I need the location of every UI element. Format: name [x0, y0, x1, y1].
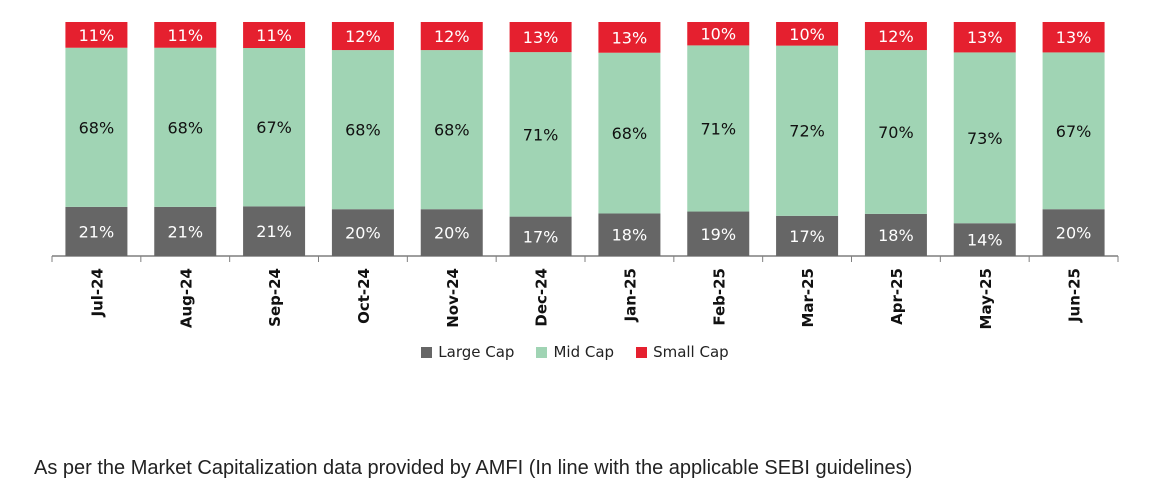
data-label-large-cap-sep-24: 21%	[256, 222, 292, 241]
data-label-mid-cap-apr-25: 70%	[878, 123, 914, 142]
data-label-small-cap-aug-24: 11%	[167, 26, 203, 45]
x-tick-label-nov-24: Nov-24	[444, 268, 462, 328]
data-label-small-cap-apr-25: 12%	[878, 27, 914, 46]
bar-mid-cap-jul-24	[65, 47, 128, 207]
bar-large-cap-nov-24	[420, 209, 483, 256]
legend-item-small-cap: Small Cap	[636, 343, 729, 361]
x-tick-label-apr-25: Apr-25	[888, 268, 906, 325]
legend-label-large-cap: Large Cap	[438, 343, 515, 361]
data-label-mid-cap-jul-24: 68%	[79, 118, 115, 137]
data-label-mid-cap-may-25: 73%	[967, 129, 1003, 148]
bar-small-cap-sep-24	[243, 22, 306, 48]
x-tick-label-may-25: May-25	[977, 268, 995, 329]
legend-swatch-large-cap	[421, 346, 433, 358]
bar-mid-cap-sep-24	[243, 48, 306, 207]
data-label-large-cap-mar-25: 17%	[789, 227, 825, 246]
bar-mid-cap-mar-25	[776, 45, 839, 216]
data-label-small-cap-may-25: 13%	[967, 28, 1003, 47]
x-tick-label-jul-24: Jul-24	[88, 268, 106, 318]
data-label-large-cap-dec-24: 17%	[523, 227, 559, 246]
data-label-large-cap-may-25: 14%	[967, 231, 1003, 250]
data-label-small-cap-feb-25: 10%	[700, 25, 736, 44]
bar-mid-cap-apr-25	[864, 50, 927, 214]
legend-swatch-small-cap	[636, 346, 648, 358]
data-label-mid-cap-oct-24: 68%	[345, 121, 381, 140]
bar-small-cap-aug-24	[154, 22, 217, 48]
bar-large-cap-aug-24	[154, 206, 217, 256]
data-label-small-cap-jan-25: 13%	[612, 28, 648, 47]
bar-small-cap-may-25	[953, 22, 1016, 53]
bar-small-cap-dec-24	[509, 22, 572, 53]
data-label-mid-cap-aug-24: 68%	[167, 118, 203, 137]
bar-large-cap-dec-24	[509, 216, 572, 256]
bar-small-cap-jun-25	[1042, 22, 1105, 53]
bar-large-cap-jun-25	[1042, 209, 1105, 256]
x-tick-label-jan-25: Jan-25	[621, 268, 639, 322]
x-tick-label-dec-24: Dec-24	[533, 268, 551, 327]
bar-large-cap-oct-24	[331, 209, 394, 256]
footnote: As per the Market Capitalization data pr…	[34, 457, 913, 479]
data-label-mid-cap-jan-25: 68%	[612, 124, 648, 143]
data-label-large-cap-oct-24: 20%	[345, 224, 381, 243]
x-tick-label-jun-25: Jun-25	[1066, 268, 1084, 323]
bar-mid-cap-oct-24	[331, 50, 394, 210]
legend-label-small-cap: Small Cap	[653, 343, 729, 361]
data-label-mid-cap-dec-24: 71%	[523, 125, 559, 144]
data-label-small-cap-jul-24: 11%	[79, 26, 115, 45]
bar-small-cap-jul-24	[65, 22, 128, 48]
bar-large-cap-may-25	[953, 223, 1016, 256]
bar-large-cap-apr-25	[864, 213, 927, 256]
bar-small-cap-apr-25	[864, 22, 927, 51]
data-label-large-cap-jun-25: 20%	[1056, 224, 1092, 243]
legend-swatch-mid-cap	[536, 346, 548, 358]
data-label-large-cap-aug-24: 21%	[167, 222, 203, 241]
legend-item-large-cap: Large Cap	[421, 343, 514, 361]
bar-mid-cap-nov-24	[420, 50, 483, 210]
data-label-small-cap-nov-24: 12%	[434, 27, 470, 46]
bar-large-cap-feb-25	[687, 211, 750, 256]
bar-mid-cap-jan-25	[598, 52, 661, 214]
bar-small-cap-nov-24	[420, 22, 483, 51]
bar-small-cap-feb-25	[687, 22, 750, 46]
data-label-large-cap-jul-24: 21%	[79, 222, 115, 241]
bar-small-cap-oct-24	[331, 22, 394, 51]
data-label-mid-cap-nov-24: 68%	[434, 121, 470, 140]
bar-large-cap-jul-24	[65, 206, 128, 256]
x-tick-label-oct-24: Oct-24	[355, 268, 373, 324]
bar-mid-cap-aug-24	[154, 47, 217, 207]
x-tick-label-mar-25: Mar-25	[799, 268, 817, 328]
x-tick-label-sep-24: Sep-24	[266, 268, 284, 327]
stacked-bar-chart: 21% 68% 11% Jul-24 21% 68% 11% Aug-24 21% 67% 11% S…	[51, 22, 1119, 329]
bar-large-cap-sep-24	[243, 206, 306, 256]
bar-mid-cap-dec-24	[509, 52, 572, 217]
bar-large-cap-jan-25	[598, 213, 661, 256]
data-label-small-cap-jun-25: 13%	[1056, 28, 1092, 47]
data-label-mid-cap-mar-25: 72%	[789, 122, 825, 141]
bar-mid-cap-jun-25	[1042, 52, 1105, 210]
data-label-large-cap-feb-25: 19%	[700, 225, 736, 244]
data-label-large-cap-jan-25: 18%	[612, 226, 648, 245]
data-label-small-cap-mar-25: 10%	[789, 25, 825, 44]
data-label-small-cap-sep-24: 11%	[256, 26, 292, 45]
data-label-mid-cap-jun-25: 67%	[1056, 122, 1092, 141]
data-label-small-cap-oct-24: 12%	[345, 27, 381, 46]
bar-small-cap-mar-25	[776, 22, 839, 46]
data-label-small-cap-dec-24: 13%	[523, 28, 559, 47]
bar-small-cap-jan-25	[598, 22, 661, 53]
legend-item-mid-cap: Mid Cap	[536, 343, 614, 361]
data-label-mid-cap-feb-25: 71%	[700, 119, 736, 138]
bar-mid-cap-feb-25	[687, 45, 750, 212]
bar-large-cap-mar-25	[776, 215, 839, 256]
x-tick-label-feb-25: Feb-25	[710, 268, 728, 326]
x-tick-label-aug-24: Aug-24	[177, 268, 195, 328]
data-label-large-cap-nov-24: 20%	[434, 224, 470, 243]
data-label-mid-cap-sep-24: 67%	[256, 118, 292, 137]
bar-mid-cap-may-25	[953, 52, 1016, 224]
data-label-large-cap-apr-25: 18%	[878, 226, 914, 245]
legend-label-mid-cap: Mid Cap	[553, 343, 615, 361]
legend: Large Cap Mid Cap Small Cap	[0, 343, 1150, 361]
